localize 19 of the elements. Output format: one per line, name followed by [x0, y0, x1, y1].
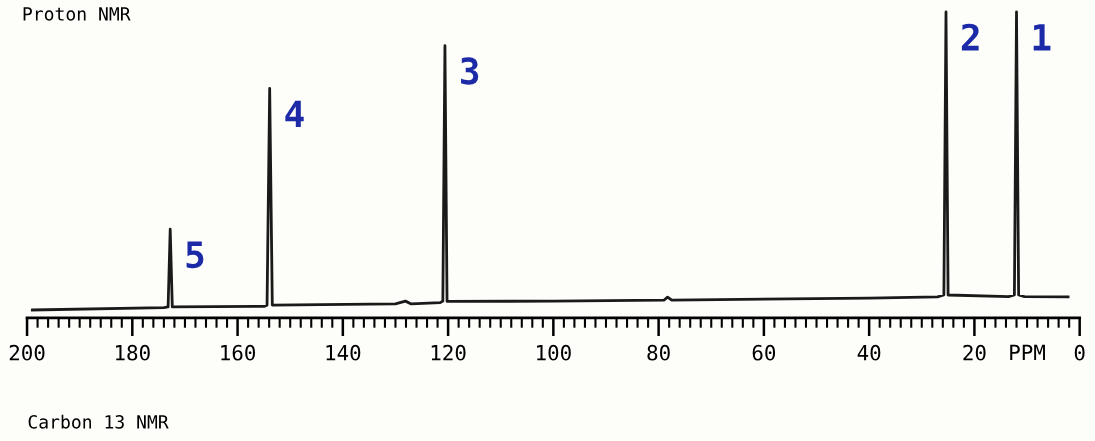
annotation: 1	[1033, 24, 1051, 51]
annotation: 2	[961, 23, 979, 51]
x-tick-label: 0	[1074, 344, 1085, 361]
x-tick-label: 80	[647, 344, 670, 361]
x-tick-label: 20	[963, 344, 986, 361]
annotation: 4	[285, 100, 304, 127]
chart-title: Proton NMR	[23, 7, 131, 21]
x-tick-label: 120	[431, 344, 466, 361]
x-tick-label: 180	[116, 344, 150, 361]
annotation: 3	[461, 57, 479, 85]
x-tick-label: 160	[221, 344, 256, 361]
x-axis-title: PPM	[1010, 344, 1045, 360]
x-tick-label: 140	[326, 344, 361, 361]
annotation: 5	[186, 241, 204, 269]
x-tick-label: 200	[9, 344, 45, 361]
x-tick-label: 60	[752, 344, 776, 361]
x-tick-label: 40	[857, 344, 881, 361]
x-tick-label: 100	[537, 344, 571, 361]
text: Carbon 13 NMR	[28, 414, 169, 429]
